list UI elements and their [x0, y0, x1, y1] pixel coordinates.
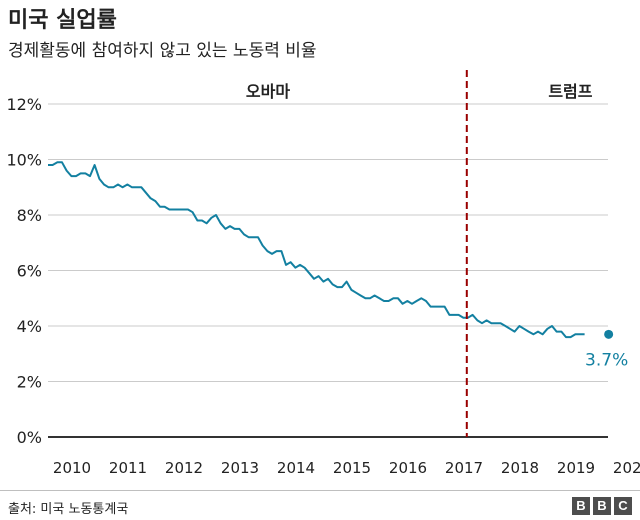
footer-divider	[0, 490, 640, 491]
bbc-logo-letter: C	[614, 497, 632, 515]
axis-layer: 0% 2% 4% 6% 8% 10% 12% 2010 2011 2012 2013 2014 2015…	[6, 95, 640, 477]
source-note: 출처: 미국 노동통계국	[8, 502, 129, 517]
x-tick-label: 2015	[333, 459, 371, 477]
x-tick-label: 2011	[109, 459, 147, 477]
period-label: 오바마	[246, 82, 290, 101]
end-value-label: 3.7%	[585, 350, 628, 370]
y-tick-label: 10%	[6, 151, 42, 170]
x-tick-label: 2017	[445, 459, 483, 477]
x-tick-label: 2019	[557, 459, 595, 477]
y-tick-label: 4%	[17, 317, 42, 336]
x-tick-label: 2010	[53, 459, 91, 477]
series-layer	[48, 161, 585, 339]
period-label: 트럼프	[548, 82, 592, 101]
bbc-logo-letter: B	[593, 497, 611, 515]
x-tick-label: 2016	[389, 459, 427, 477]
end-point-marker	[604, 329, 614, 339]
series-line	[48, 161, 585, 339]
annotation-layer: 오바마 트럼프 3.7%	[246, 70, 628, 437]
x-tick-label: 2013	[221, 459, 259, 477]
y-tick-label: 12%	[6, 95, 42, 114]
y-tick-label: 0%	[17, 428, 42, 447]
grid-layer	[48, 103, 608, 382]
x-tick-label: 2020	[613, 459, 640, 477]
bbc-logo: B B C	[572, 497, 632, 515]
bbc-logo-letter: B	[572, 497, 590, 515]
x-tick-label: 2014	[277, 459, 315, 477]
x-tick-label: 2012	[165, 459, 203, 477]
chart-subtitle: 경제활동에 참여하지 않고 있는 노동력 비율	[8, 41, 317, 61]
y-tick-label: 2%	[17, 373, 42, 392]
y-tick-label: 6%	[17, 262, 42, 281]
chart-title: 미국 실업률	[8, 8, 117, 33]
x-tick-label: 2018	[501, 459, 539, 477]
line-chart: 0% 2% 4% 6% 8% 10% 12% 2010 2011 2012 2013 2014 2015…	[6, 70, 640, 477]
y-tick-label: 8%	[17, 206, 42, 225]
